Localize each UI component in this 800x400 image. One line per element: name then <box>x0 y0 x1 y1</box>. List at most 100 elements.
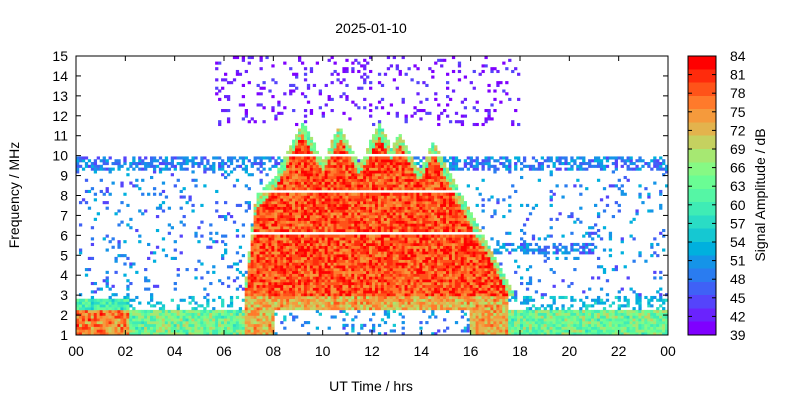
heatmap-cell <box>306 276 311 280</box>
heatmap-cell <box>224 72 228 76</box>
heatmap-cell <box>413 162 417 166</box>
heatmap-cell <box>333 145 337 149</box>
heatmap-cell <box>431 209 435 213</box>
heatmap-cell <box>395 212 399 216</box>
heatmap-cell <box>336 279 340 283</box>
heatmap-cell <box>209 318 213 322</box>
heatmap-cell <box>431 215 435 219</box>
heatmap-cell <box>120 323 124 327</box>
heatmap-cell <box>226 321 231 325</box>
heatmap-cell <box>99 178 103 182</box>
heatmap-cell <box>324 259 328 263</box>
heatmap-cell <box>197 304 201 308</box>
heatmap-cell <box>123 315 127 319</box>
heatmap-cell <box>383 270 388 274</box>
heatmap-cell <box>419 281 423 286</box>
heatmap-cell <box>431 220 435 224</box>
heatmap-cell <box>289 83 293 87</box>
heatmap-cell <box>369 329 373 333</box>
heatmap-cell <box>303 131 308 135</box>
heatmap-cell <box>407 178 411 182</box>
heatmap-cell <box>395 67 399 71</box>
heatmap-cell <box>259 284 263 288</box>
heatmap-cell <box>431 69 435 74</box>
heatmap-cell <box>295 167 299 171</box>
heatmap-cell <box>105 315 109 319</box>
heatmap-cell <box>152 329 157 333</box>
heatmap-cell <box>235 159 240 163</box>
heatmap-cell <box>392 148 396 152</box>
heatmap-cell <box>321 220 325 224</box>
heatmap-cell <box>164 312 169 316</box>
heatmap-cell <box>209 326 213 330</box>
heatmap-cell <box>114 307 118 311</box>
heatmap-cell <box>389 223 394 227</box>
heatmap-cell <box>280 295 284 300</box>
heatmap-cell <box>324 187 328 191</box>
heatmap-cell <box>303 184 308 188</box>
heatmap-cell <box>221 164 225 168</box>
heatmap-cell <box>413 234 417 238</box>
heatmap-cell <box>108 312 112 316</box>
heatmap-cell <box>235 164 240 168</box>
heatmap-cell <box>295 268 299 272</box>
heatmap-cell <box>431 281 435 286</box>
heatmap-cell <box>170 329 174 333</box>
heatmap-cell <box>398 259 402 263</box>
heatmap-cell <box>78 201 83 205</box>
heatmap-cell <box>318 254 322 258</box>
heatmap-cell <box>398 209 402 213</box>
heatmap-cell <box>295 295 299 300</box>
heatmap-cell <box>422 203 426 207</box>
heatmap-cell <box>360 326 364 330</box>
heatmap-cell <box>324 215 328 219</box>
heatmap-cell <box>298 287 302 291</box>
heatmap-cell <box>129 181 133 185</box>
heatmap-cell <box>274 162 278 166</box>
heatmap-cell <box>386 245 391 249</box>
heatmap-cell <box>194 268 198 272</box>
heatmap-cell <box>392 237 396 241</box>
heatmap-cell <box>271 212 275 216</box>
heatmap-cell <box>250 298 254 302</box>
heatmap-cell <box>84 312 89 316</box>
heatmap-cell <box>274 270 278 274</box>
heatmap-cell <box>366 212 370 216</box>
heatmap-cell <box>298 298 302 302</box>
heatmap-cell <box>398 240 402 244</box>
heatmap-cell <box>372 304 376 308</box>
heatmap-cell <box>295 281 299 286</box>
heatmap-cell <box>342 242 346 247</box>
heatmap-cell <box>179 206 183 210</box>
heatmap-cell <box>286 290 290 294</box>
heatmap-cell <box>431 167 435 171</box>
heatmap-cell <box>155 312 160 316</box>
heatmap-cell <box>262 245 266 249</box>
heatmap-cell <box>221 109 225 113</box>
heatmap-cell <box>410 170 414 174</box>
heatmap-cell <box>289 226 293 230</box>
heatmap-cell <box>372 226 376 230</box>
heatmap-cell <box>363 217 367 221</box>
heatmap-cell <box>277 226 281 230</box>
heatmap-cell <box>298 170 302 174</box>
heatmap-cell <box>383 262 388 266</box>
heatmap-cell <box>339 304 343 308</box>
heatmap-cell <box>289 170 293 174</box>
heatmap-cell <box>327 234 331 238</box>
heatmap-cell <box>170 173 174 177</box>
heatmap-cell <box>289 217 293 221</box>
heatmap-cell <box>434 234 438 238</box>
heatmap-cell <box>351 298 355 302</box>
heatmap-cell <box>155 301 160 305</box>
heatmap-cell <box>298 58 302 62</box>
heatmap-cell <box>434 164 438 168</box>
heatmap-cell <box>327 58 331 62</box>
heatmap-cell <box>259 209 263 213</box>
heatmap-cell <box>333 298 337 302</box>
heatmap-cell <box>363 162 367 166</box>
heatmap-cell <box>306 212 311 216</box>
heatmap-cell <box>321 248 325 252</box>
heatmap-cell <box>342 201 346 205</box>
heatmap-cell <box>286 240 290 244</box>
